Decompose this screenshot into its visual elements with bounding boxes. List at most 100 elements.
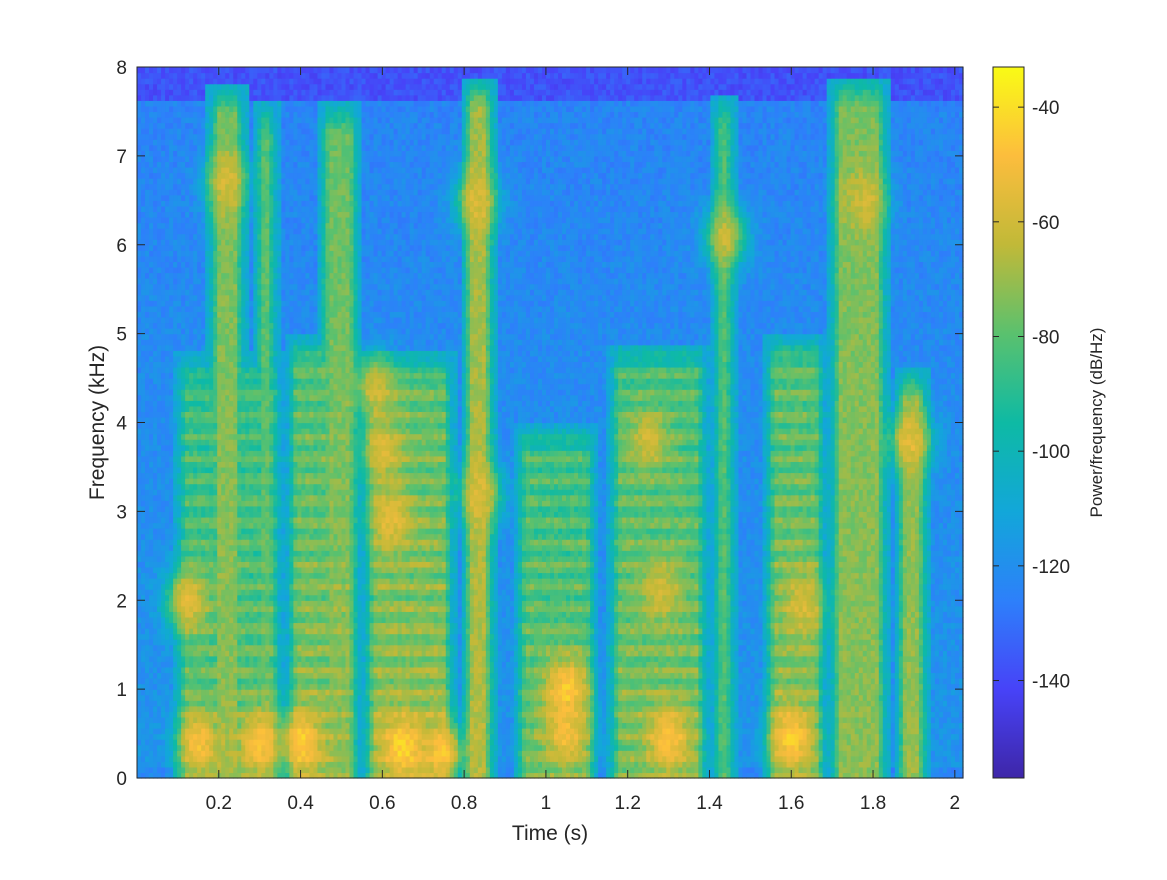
spectrogram-cell [418, 711, 423, 717]
spectrogram-cell [490, 672, 495, 678]
spectrogram-cell [153, 750, 158, 756]
spectrogram-cell [931, 684, 936, 690]
spectrogram-cell [730, 706, 735, 712]
spectrogram-cell [265, 761, 270, 767]
spectrogram-cell [618, 728, 623, 734]
spectrogram-cell [462, 684, 467, 690]
spectrogram-cell [169, 717, 174, 723]
spectrogram-cell [590, 728, 595, 734]
spectrogram-cell [205, 761, 210, 767]
spectrogram-cell [442, 695, 447, 701]
spectrogram-cell [498, 689, 503, 695]
spectrogram-cell [450, 689, 455, 695]
spectrogram-cell [217, 722, 222, 728]
spectrogram-cell [434, 656, 439, 662]
spectrogram-cell [570, 750, 575, 756]
spectrogram-cell [285, 756, 290, 762]
spectrogram-cell [730, 656, 735, 662]
spectrogram-cell [746, 672, 751, 678]
spectrogram-cell [241, 684, 246, 690]
spectrogram-cell [293, 717, 298, 723]
spectrogram-cell [281, 667, 286, 673]
spectrogram-cell [939, 717, 944, 723]
spectrogram-cell [678, 717, 683, 723]
spectrogram-cell [233, 717, 238, 723]
spectrogram-cell [442, 672, 447, 678]
spectrogram-cell [787, 711, 792, 717]
spectrogram-cell [698, 672, 703, 678]
spectrogram-cell [261, 650, 266, 656]
spectrogram-cell [269, 645, 274, 651]
spectrogram-cell [530, 739, 535, 745]
spectrogram-cell [738, 684, 743, 690]
spectrogram-cell [325, 645, 330, 651]
spectrogram-cell [430, 739, 435, 745]
spectrogram-cell [690, 689, 695, 695]
spectrogram-cell [265, 661, 270, 667]
spectrogram-cell [602, 756, 607, 762]
spectrogram-cell [362, 728, 367, 734]
spectrogram-cell [289, 678, 294, 684]
spectrogram-cell [217, 656, 222, 662]
spectrogram-cell [173, 734, 178, 740]
spectrogram-cell [526, 745, 531, 751]
spectrogram-cell [333, 672, 338, 678]
spectrogram-cell [313, 734, 318, 740]
spectrogram-cell [205, 734, 210, 740]
spectrogram-cell [366, 661, 371, 667]
spectrogram-cell [606, 728, 611, 734]
spectrogram-cell [305, 672, 310, 678]
spectrogram-cell [883, 767, 888, 773]
spectrogram-cell [321, 706, 326, 712]
spectrogram-cell [763, 722, 768, 728]
spectrogram-cell [237, 734, 242, 740]
spectrogram-cell [722, 667, 727, 673]
spectrogram-cell [626, 695, 631, 701]
spectrogram-cell [698, 767, 703, 773]
spectrogram-cell [470, 722, 475, 728]
spectrogram-cell [682, 734, 687, 740]
spectrogram-cell [518, 745, 523, 751]
spectrogram-cell [161, 756, 166, 762]
spectrogram-cell [682, 678, 687, 684]
spectrogram-cell [927, 706, 932, 712]
spectrogram-cell [606, 745, 611, 751]
spectrogram-cell [293, 706, 298, 712]
spectrogram-cell [602, 678, 607, 684]
spectrogram-cell [265, 722, 270, 728]
spectrogram-cell [546, 667, 551, 673]
spectrogram-cell [674, 667, 679, 673]
spectrogram-cell [726, 645, 731, 651]
spectrogram-cell [630, 761, 635, 767]
spectrogram-cell [390, 745, 395, 751]
spectrogram-cell [249, 700, 254, 706]
spectrogram-cell [915, 745, 920, 751]
spectrogram-cell [165, 734, 170, 740]
spectrogram-cell [301, 711, 306, 717]
spectrogram-cell [907, 667, 912, 673]
spectrogram-cell [141, 650, 146, 656]
spectrogram-cell [694, 722, 699, 728]
spectrogram-cell [674, 761, 679, 767]
spectrogram-cell [486, 667, 491, 673]
spectrogram-cell [843, 745, 848, 751]
spectrogram-cell [783, 756, 788, 762]
spectrogram-cell [791, 706, 796, 712]
spectrogram-cell [871, 667, 876, 673]
spectrogram-cell [714, 756, 719, 762]
spectrogram-cell [317, 750, 322, 756]
spectrogram-cell [374, 767, 379, 773]
spectrogram-cell [767, 767, 772, 773]
spectrogram-cell [891, 728, 896, 734]
spectrogram-cell [702, 745, 707, 751]
spectrogram-cell [767, 711, 772, 717]
spectrogram-cell [181, 645, 186, 651]
spectrogram-cell [141, 667, 146, 673]
spectrogram-cell [859, 728, 864, 734]
spectrogram-cell [871, 711, 876, 717]
spectrogram-cell [494, 717, 499, 723]
spectrogram-cell [622, 695, 627, 701]
spectrogram-cell [486, 739, 491, 745]
spectrogram-cell [462, 711, 467, 717]
spectrogram-cell [161, 734, 166, 740]
